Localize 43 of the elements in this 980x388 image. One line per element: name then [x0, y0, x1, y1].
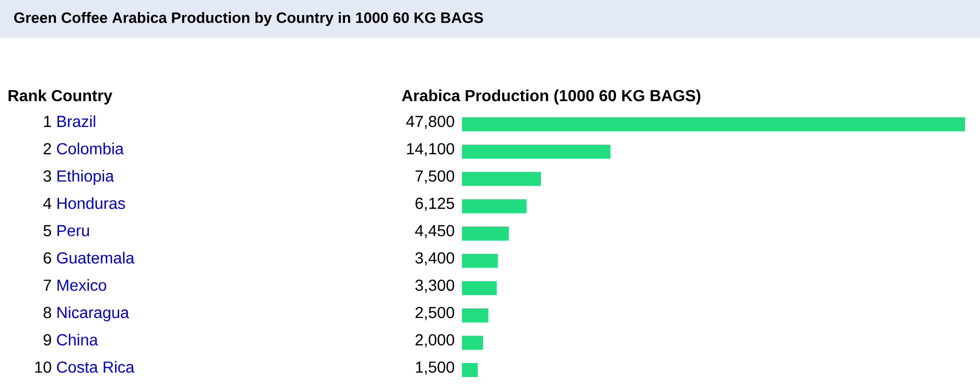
data-label: 4,450 [415, 224, 454, 238]
data-label: 3,300 [415, 280, 454, 293]
data-label: 3,400 [415, 252, 454, 266]
y-tick-label: China [57, 334, 98, 346]
text: 4 [43, 198, 52, 209]
y-tick-label: Guatemala [57, 252, 134, 264]
data-label: 6,125 [416, 198, 454, 211]
y-tick-label: Brazil [58, 115, 96, 128]
bar [462, 254, 498, 268]
bar [462, 172, 541, 186]
bar [462, 308, 488, 322]
text: 5 [44, 225, 52, 236]
y-tick-label: Nicaragua [58, 306, 130, 322]
y-tick-label: Mexico [58, 279, 106, 291]
bar [462, 336, 484, 350]
bar [462, 362, 478, 377]
bar [462, 199, 526, 214]
y-tick-label: Colombia [57, 142, 124, 154]
data-label: 2,500 [416, 306, 454, 320]
y-tick-label: Costa Rica [57, 361, 134, 373]
data-label: 47,800 [406, 116, 454, 129]
text: Green Coffee Arabica Production by Country in 1000 60 KG BAGS [14, 12, 484, 26]
y-axis-title: Rank Country [8, 90, 112, 104]
data-label: 1,500 [416, 361, 454, 375]
data-label: 7,500 [416, 170, 454, 184]
text: 8 [44, 306, 52, 318]
text: 2 [44, 143, 52, 154]
y-tick-label: Peru [58, 225, 89, 236]
text: 7 [44, 280, 52, 291]
bar [462, 117, 965, 132]
text: 10 [35, 361, 52, 373]
text: 1 [44, 116, 52, 127]
text: 9 [44, 334, 52, 346]
x-axis-title: Arabica Production (1000 60 KG BAGS) [402, 90, 700, 104]
bar [462, 144, 610, 159]
data-label: 14,100 [407, 143, 454, 156]
text: 6 [44, 252, 52, 264]
y-tick-label: Honduras [58, 197, 125, 209]
text: 3 [44, 170, 52, 182]
bar [462, 226, 509, 240]
bar [462, 281, 497, 296]
y-tick-label: Ethiopia [58, 170, 114, 185]
data-label: 2,000 [416, 334, 454, 348]
